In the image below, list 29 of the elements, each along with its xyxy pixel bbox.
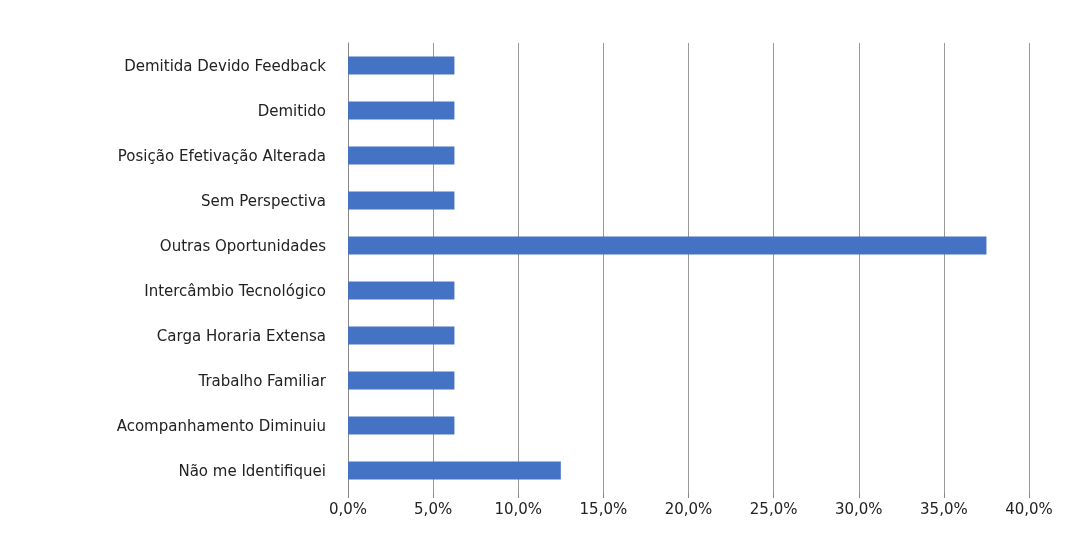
x-tick-label: 35,0% <box>920 499 968 518</box>
bar <box>348 101 455 120</box>
y-tick-label: Intercâmbio Tecnológico <box>144 281 326 300</box>
bar <box>348 56 455 75</box>
bar <box>348 191 455 210</box>
y-tick-label: Não me Identifiquei <box>178 461 326 480</box>
x-tick-label: 15,0% <box>579 499 628 518</box>
y-tick-label: Sem Perspectiva <box>201 191 326 210</box>
x-tick-label: 5,0% <box>414 499 453 518</box>
bar <box>348 461 561 480</box>
x-tick-label: 30,0% <box>834 499 883 518</box>
bar <box>348 146 455 165</box>
x-tick-label: 10,0% <box>494 499 543 518</box>
x-tick-label: 20,0% <box>664 499 713 518</box>
bar <box>348 326 455 345</box>
y-tick-label: Carga Horaria Extensa <box>156 326 326 345</box>
y-tick-label: Trabalho Familiar <box>197 371 327 390</box>
x-tick-label: 40,0% <box>1005 499 1053 518</box>
bar <box>348 416 455 435</box>
y-tick-label: Acompanhamento Diminuiu <box>116 416 326 435</box>
x-tick-label: 25,0% <box>749 499 798 518</box>
x-tick-label: 0,0% <box>328 499 368 518</box>
bar <box>348 281 455 300</box>
bar <box>348 236 987 255</box>
y-tick-label: Posição Efetivação Alterada <box>117 146 326 165</box>
y-tick-label: Outras Oportunidades <box>159 236 327 255</box>
bar <box>348 371 455 390</box>
y-tick-label: Demitida Devido Feedback <box>124 56 327 75</box>
y-tick-label: Demitido <box>257 101 326 120</box>
